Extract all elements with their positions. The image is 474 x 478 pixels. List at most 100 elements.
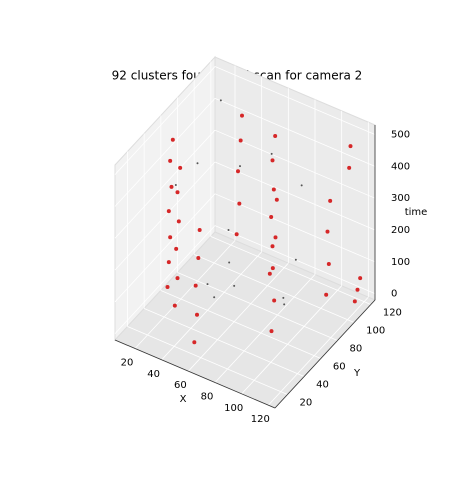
- cluster-point: [197, 227, 202, 232]
- cluster-point: [238, 138, 243, 143]
- noise-point: [282, 296, 285, 299]
- grid-line: [114, 98, 216, 207]
- cluster-point: [355, 287, 360, 292]
- noise-point: [233, 284, 236, 287]
- x-tick-label: 100: [224, 403, 243, 414]
- x-tick-label: 120: [251, 414, 270, 425]
- grid-line: [114, 161, 216, 271]
- grid-line: [114, 129, 216, 239]
- cluster-point: [269, 329, 274, 334]
- noise-point: [300, 184, 303, 187]
- grid-line: [160, 290, 321, 359]
- cluster-point: [352, 299, 357, 304]
- z-tick-label: 100: [391, 257, 410, 268]
- cluster-point: [175, 190, 180, 195]
- cluster-point: [237, 201, 242, 206]
- cluster-point: [269, 215, 274, 220]
- cluster-point: [325, 229, 330, 234]
- noise-point: [213, 296, 216, 299]
- grid-line: [114, 225, 216, 334]
- noise-point: [294, 258, 297, 261]
- axis-line: [114, 339, 276, 409]
- grid-line: [214, 274, 316, 383]
- cluster-point: [272, 298, 277, 303]
- cluster-point: [347, 165, 352, 170]
- grid-line: [214, 66, 376, 135]
- cluster-point: [270, 244, 275, 249]
- cluster-point: [169, 184, 174, 189]
- x-axis-label: X: [180, 394, 187, 405]
- x-tick-label: 20: [121, 358, 134, 369]
- grid-line: [194, 254, 355, 323]
- noise-point: [174, 183, 177, 186]
- cluster-point: [348, 144, 353, 149]
- cluster-point: [196, 256, 201, 261]
- x-tick-label: 80: [201, 392, 214, 403]
- cluster-point: [234, 232, 239, 237]
- grid-line: [144, 308, 305, 377]
- cluster-point: [270, 266, 275, 271]
- cluster-point: [168, 235, 173, 240]
- grid-line: [177, 272, 338, 341]
- x-tick-label: 40: [147, 369, 160, 380]
- z-tick-label: 400: [391, 161, 410, 172]
- grid-line: [214, 193, 376, 263]
- grid-line: [161, 251, 262, 361]
- noise-point: [227, 228, 230, 231]
- cluster-point: [271, 187, 276, 192]
- noise-point: [228, 261, 231, 264]
- cluster-point: [324, 292, 329, 297]
- cluster-point: [178, 165, 183, 170]
- z-tick-label: 0: [391, 289, 397, 300]
- cluster-point: [328, 198, 333, 203]
- z-tick-label: 300: [391, 193, 410, 204]
- grid-line: [268, 296, 369, 406]
- cluster-point: [166, 260, 171, 265]
- noise-point: [219, 99, 222, 102]
- axis-line: [274, 299, 376, 409]
- cluster-point: [176, 219, 181, 224]
- noise-point: [270, 152, 273, 155]
- y-tick-label: 100: [366, 326, 385, 337]
- cluster-point: [172, 303, 177, 308]
- cluster-point: [240, 113, 244, 118]
- grid-line: [188, 262, 289, 372]
- cluster-point: [170, 137, 175, 142]
- cluster-point: [274, 197, 279, 202]
- z-tick-label: 500: [391, 130, 410, 141]
- grid-line: [214, 97, 376, 167]
- noise-point: [196, 162, 199, 165]
- cluster-point: [195, 312, 199, 317]
- cluster-point: [168, 158, 173, 163]
- cluster-point: [267, 271, 272, 276]
- cluster-point: [193, 283, 198, 288]
- y-tick-label: 60: [333, 362, 346, 373]
- cluster-point: [236, 169, 240, 174]
- z-tick-label: 200: [391, 225, 410, 236]
- grid-line: [214, 161, 376, 231]
- cluster-point: [270, 158, 275, 163]
- cluster-point: [165, 284, 170, 289]
- cluster-point: [326, 262, 331, 267]
- grid-line: [127, 326, 288, 395]
- z-axis-label: time: [405, 207, 428, 218]
- cluster-point: [175, 276, 180, 281]
- cluster-point: [358, 276, 363, 281]
- noise-point: [206, 283, 209, 286]
- y-tick-label: 20: [300, 398, 313, 409]
- grid-line: [134, 240, 236, 349]
- cluster-point: [192, 340, 197, 345]
- grid-line: [114, 66, 216, 175]
- cluster-point: [174, 246, 179, 251]
- y-tick-label: 80: [350, 344, 363, 355]
- cluster-point: [166, 209, 171, 214]
- y-tick-label: 120: [383, 308, 402, 319]
- noise-point: [283, 303, 286, 306]
- cluster-point: [273, 134, 278, 139]
- noise-point: [239, 165, 241, 168]
- cluster-point: [273, 235, 278, 240]
- grid-line: [210, 236, 371, 305]
- grid-line: [114, 193, 216, 303]
- grid-line: [241, 285, 342, 395]
